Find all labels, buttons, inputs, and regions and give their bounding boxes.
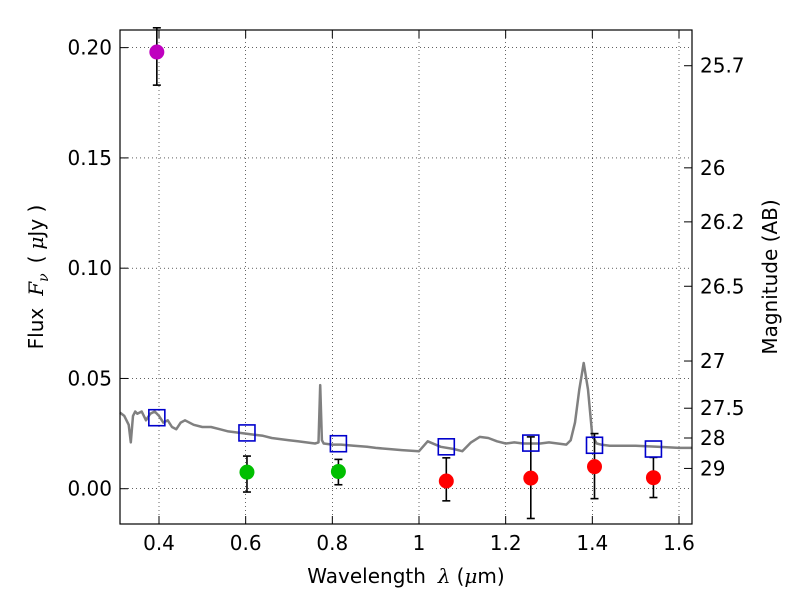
x-tick-label: 1.2 <box>490 531 522 555</box>
y2-axis-label: Magnitude (AB) <box>758 199 782 354</box>
model-point <box>585 436 604 455</box>
observed-point <box>239 464 255 480</box>
mag-tick-label: 27 <box>700 349 725 373</box>
model-point <box>148 408 166 427</box>
x-tick-label: 0.4 <box>143 531 175 555</box>
y-tick-label: 0.10 <box>67 256 112 280</box>
mag-tick-label: 25.7 <box>700 54 745 78</box>
x-tick-label: 1.4 <box>576 531 608 555</box>
mag-tick-label: 27.5 <box>700 396 745 420</box>
x-axis-label: Wavelength λ (μm) <box>307 564 504 588</box>
x-tick-label: 0.8 <box>316 531 348 555</box>
x-tick-label: 1 <box>413 531 426 555</box>
mag-tick-label: 26.2 <box>700 210 745 234</box>
observed-point <box>587 459 602 475</box>
mag-tick-label: 26 <box>700 156 725 180</box>
sed-curve-layer <box>119 361 692 453</box>
y-tick-label: 0.00 <box>67 477 112 501</box>
model-points <box>148 408 663 458</box>
error-bars <box>152 26 658 520</box>
grid <box>120 30 692 524</box>
observed-point <box>330 464 346 480</box>
y-tick-label: 0.15 <box>67 146 112 170</box>
observed-point <box>645 470 661 486</box>
model-point <box>521 434 540 452</box>
sed-curve <box>119 361 692 453</box>
model-point <box>238 424 256 442</box>
model-point <box>644 440 663 458</box>
mag-tick-label: 28 <box>700 426 725 450</box>
y-tick-label: 0.20 <box>67 36 112 60</box>
mag-tick-label: 29 <box>700 456 725 480</box>
observed-point <box>438 473 454 489</box>
model-point <box>329 434 348 453</box>
x-tick-label: 0.6 <box>230 531 262 555</box>
axis-ticks: 0.4 0.6 0.8 1 1.2 1.4 1.6 0.00 0.05 0.10 0.15 0.20 2… <box>67 30 745 555</box>
y-tick-label: 0.05 <box>67 366 112 390</box>
model-point <box>437 438 456 456</box>
plot-frame <box>119 29 693 525</box>
observed-point <box>523 470 539 486</box>
y-axis-label: FluxFν(μJy ) <box>24 205 52 350</box>
mag-tick-label: 26.5 <box>700 274 745 298</box>
observed-points <box>149 44 661 489</box>
observed-point <box>149 44 165 60</box>
x-tick-label: 1.6 <box>663 531 695 555</box>
